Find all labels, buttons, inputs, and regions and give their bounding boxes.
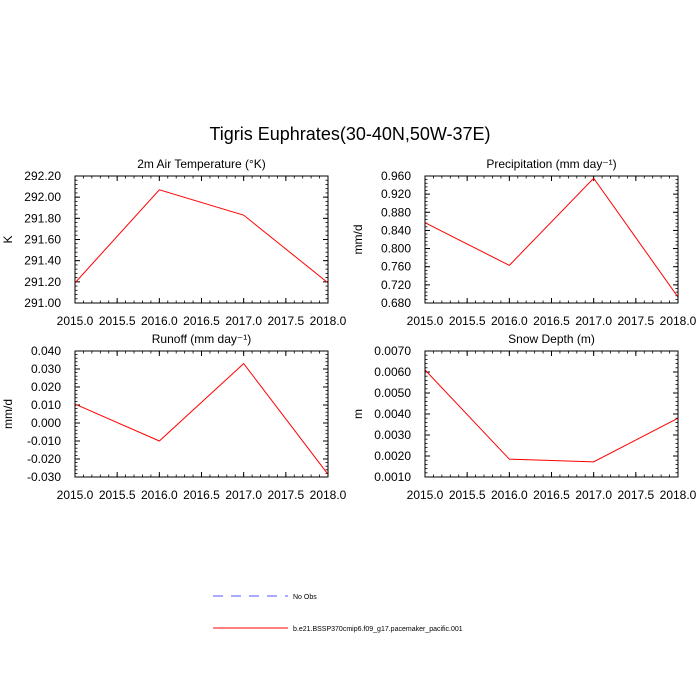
- y-tick-label: -0.020: [27, 452, 61, 466]
- plot-frame: [424, 350, 679, 478]
- y-tick-label: 0.040: [31, 344, 61, 358]
- plot-frame: [74, 175, 329, 304]
- panel-snow-depth: Snow Depth (m) m 2015.0 2015.5 2016.0 2016.5 2…: [351, 332, 697, 502]
- x-tick-label: 2017.5: [617, 314, 654, 328]
- y-tick-label: 0.0030: [374, 428, 411, 442]
- y-tick-label: 0.030: [31, 362, 61, 376]
- series-line-precipitation: [424, 177, 679, 298]
- y-tick-label: 0.0050: [374, 386, 411, 400]
- panel-title: Precipitation (mm day⁻¹): [486, 157, 616, 171]
- y-tick-label: 0.0010: [374, 470, 411, 484]
- y-tick-label: 0.920: [381, 187, 411, 201]
- y-axis-label: mm/d: [1, 399, 15, 429]
- y-tick-label: 291.60: [24, 233, 61, 247]
- x-tick-label: 2017.0: [225, 488, 262, 502]
- y-tick-label: 0.0060: [374, 365, 411, 379]
- y-tick-label: 0.0040: [374, 407, 411, 421]
- plot-frame: [424, 175, 679, 304]
- legend-label-no-obs: No Obs: [293, 594, 317, 601]
- y-tick-label: 292.20: [24, 169, 61, 183]
- legend: No Obs b.e21.BSSP370cmip6.f09_g17.pacema…: [213, 594, 463, 633]
- panel-title: Runoff (mm day⁻¹): [152, 332, 251, 346]
- x-tick-label: 2017.5: [267, 488, 304, 502]
- y-axis-label: m: [351, 409, 365, 419]
- y-tick-label: 0.680: [381, 296, 411, 310]
- y-tick-label: 291.00: [24, 296, 61, 310]
- panels: 2m Air Temperature (°K) K 2015.0 2015.5 2016…: [1, 157, 697, 502]
- panel-runoff: Runoff (mm day⁻¹) mm/d 2015.0 2015.5 2016.0 2…: [1, 332, 347, 502]
- x-tick-label: 2018.0: [660, 314, 697, 328]
- x-tick-label: 2015.0: [407, 314, 444, 328]
- series-line-snow-depth: [424, 369, 679, 463]
- x-tick-label: 2018.0: [310, 314, 347, 328]
- y-tick-label: -0.030: [27, 470, 61, 484]
- x-tick-label: 2017.0: [225, 314, 262, 328]
- x-tick-label: 2017.0: [575, 488, 612, 502]
- y-tick-label: 0.0020: [374, 449, 411, 463]
- x-tick-label: 2016.0: [141, 488, 178, 502]
- y-tick-label: 291.40: [24, 254, 61, 268]
- x-tick-label: 2015.0: [57, 488, 94, 502]
- series-line-air-temperature: [74, 189, 329, 284]
- y-tick-label: 0.000: [31, 416, 61, 430]
- y-tick-label: 291.20: [24, 275, 61, 289]
- x-tick-label: 2015.0: [407, 488, 444, 502]
- y-tick-label: -0.010: [27, 434, 61, 448]
- y-tick-label: 292.00: [24, 190, 61, 204]
- x-tick-label: 2015.5: [99, 314, 136, 328]
- y-tick-label: 0.840: [381, 223, 411, 237]
- x-tick-label: 2018.0: [660, 488, 697, 502]
- y-tick-label: 0.720: [381, 278, 411, 292]
- panel-air-temperature: 2m Air Temperature (°K) K 2015.0 2015.5 2016…: [1, 157, 347, 328]
- panel-precipitation: Precipitation (mm day⁻¹) mm/d 2015.0 2015.5…: [351, 157, 697, 328]
- x-tick-label: 2015.5: [449, 314, 486, 328]
- x-tick-label: 2016.0: [491, 314, 528, 328]
- legend-label-model: b.e21.BSSP370cmip6.f09_g17.pacemaker_pac…: [293, 626, 463, 633]
- panel-title: 2m Air Temperature (°K): [137, 157, 266, 171]
- x-tick-label: 2016.5: [533, 488, 570, 502]
- x-tick-label: 2016.5: [183, 488, 220, 502]
- x-tick-label: 2015.5: [99, 488, 136, 502]
- x-tick-label: 2016.0: [491, 488, 528, 502]
- x-tick-label: 2017.5: [267, 314, 304, 328]
- x-tick-label: 2015.0: [57, 314, 94, 328]
- y-tick-label: 0.760: [381, 260, 411, 274]
- x-tick-label: 2015.5: [449, 488, 486, 502]
- x-tick-label: 2017.0: [575, 314, 612, 328]
- x-tick-label: 2016.0: [141, 314, 178, 328]
- y-tick-label: 0.880: [381, 205, 411, 219]
- series-line-runoff: [74, 362, 329, 475]
- figure-title: Tigris Euphrates(30-40N,50W-37E): [209, 124, 490, 144]
- plot-frame: [74, 350, 329, 478]
- y-tick-label: 0.0070: [374, 344, 411, 358]
- x-tick-label: 2017.5: [617, 488, 654, 502]
- y-tick-label: 0.010: [31, 398, 61, 412]
- y-axis-label: mm/d: [351, 225, 365, 255]
- y-tick-label: 0.800: [381, 242, 411, 256]
- y-tick-label: 0.020: [31, 380, 61, 394]
- x-tick-label: 2018.0: [310, 488, 347, 502]
- y-tick-label: 0.960: [381, 169, 411, 183]
- y-tick-label: 291.80: [24, 211, 61, 225]
- panel-title: Snow Depth (m): [508, 332, 595, 346]
- x-tick-label: 2016.5: [533, 314, 570, 328]
- y-axis-label: K: [1, 235, 15, 243]
- x-tick-label: 2016.5: [183, 314, 220, 328]
